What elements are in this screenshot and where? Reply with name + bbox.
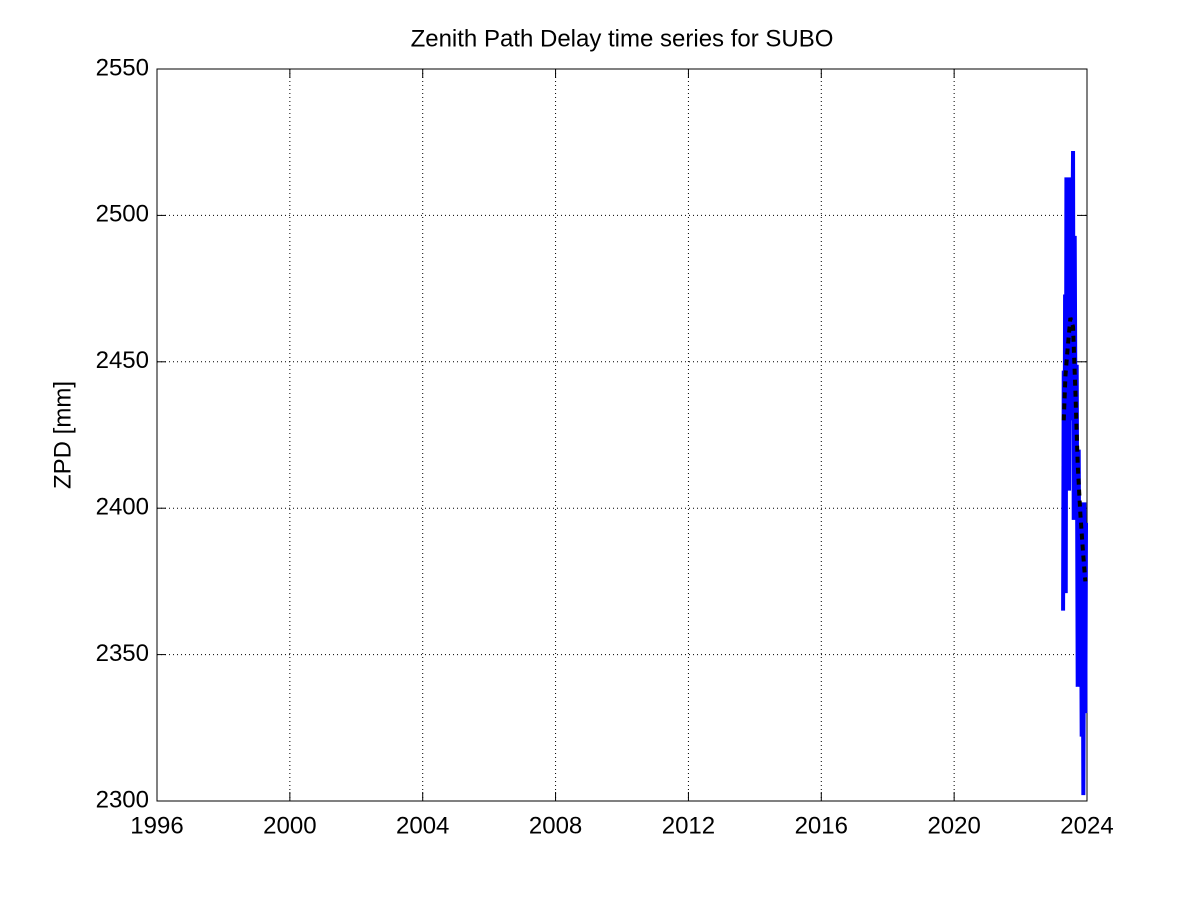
- y-tick-label: 2500: [96, 201, 149, 228]
- series-line: [1061, 317, 1088, 582]
- y-tick-label: 2350: [96, 640, 149, 667]
- x-tick-label: 1996: [130, 812, 183, 839]
- x-tick-label: 2000: [263, 812, 316, 839]
- y-tick-label: 2300: [96, 786, 149, 813]
- chart-title: Zenith Path Delay time series for SUBO: [411, 25, 834, 52]
- series-line: [1061, 150, 1088, 796]
- x-tick-label: 2020: [927, 812, 980, 839]
- x-tick-label: 2004: [396, 812, 449, 839]
- x-tick-label: 2012: [662, 812, 715, 839]
- y-tick-label: 2550: [96, 54, 149, 81]
- y-axis-label: ZPD [mm]: [49, 381, 76, 489]
- y-tick-label: 2400: [96, 494, 149, 521]
- x-tick-label: 2008: [529, 812, 582, 839]
- y-tick-label: 2450: [96, 347, 149, 374]
- plot-frame: [156, 68, 1088, 802]
- x-tick-label: 2016: [795, 812, 848, 839]
- x-tick-label: 2024: [1060, 812, 1113, 839]
